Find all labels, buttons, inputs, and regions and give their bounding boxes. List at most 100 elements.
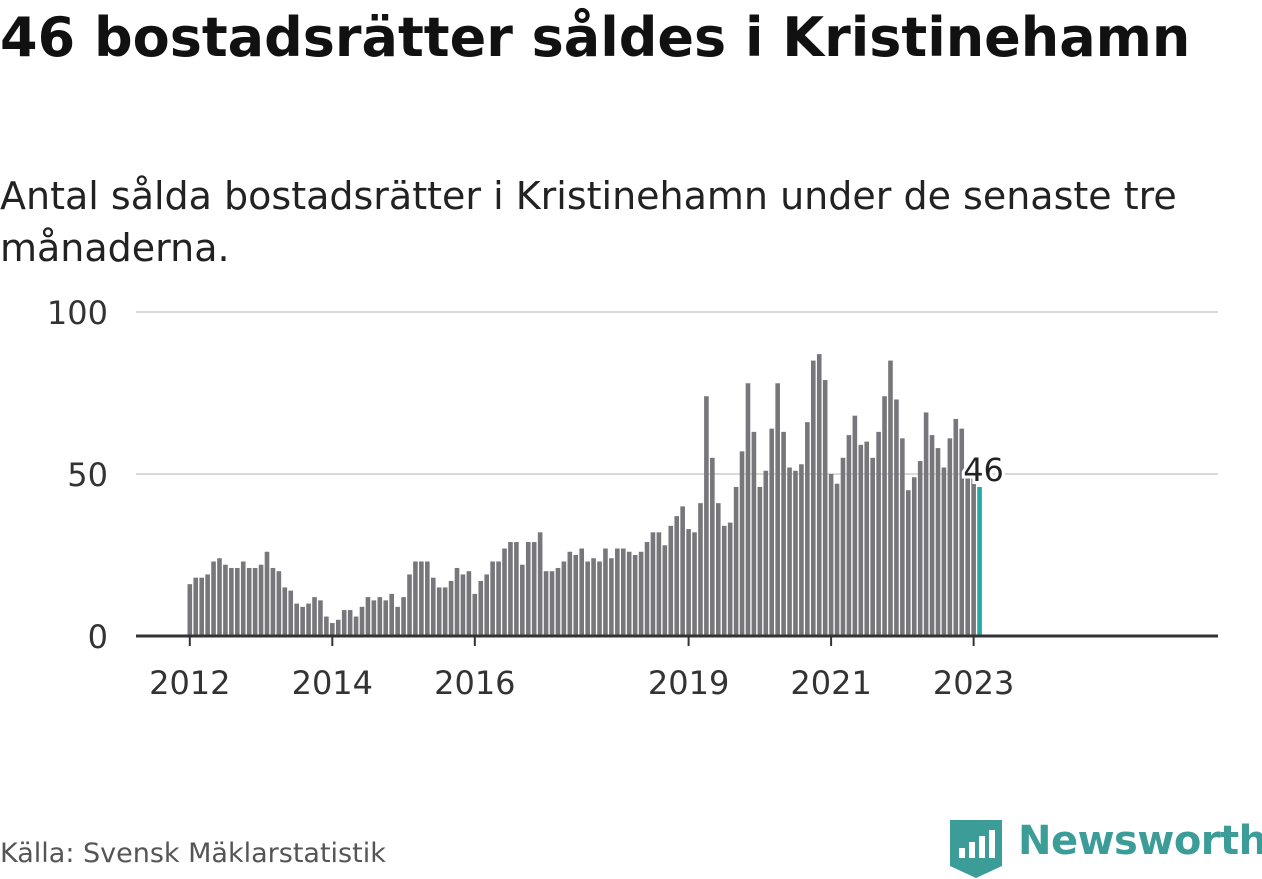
bar bbox=[276, 571, 282, 636]
bar bbox=[929, 435, 935, 636]
bar bbox=[240, 561, 246, 636]
bar bbox=[715, 503, 721, 636]
bar bbox=[615, 548, 620, 636]
bar bbox=[739, 451, 745, 636]
bar bbox=[644, 542, 650, 636]
bar bbox=[680, 506, 685, 636]
bar bbox=[668, 525, 674, 636]
bar bbox=[971, 470, 976, 636]
bar bbox=[258, 564, 264, 636]
bar bbox=[799, 464, 804, 636]
bar bbox=[199, 577, 204, 636]
y-tick-label: 50 bbox=[67, 456, 108, 494]
bar bbox=[769, 428, 775, 636]
bar bbox=[217, 558, 222, 636]
bar bbox=[882, 396, 887, 636]
bar bbox=[959, 428, 965, 636]
x-tick-label: 2019 bbox=[648, 664, 729, 702]
bar bbox=[704, 396, 709, 636]
bar bbox=[537, 532, 543, 636]
x-tick-label: 2014 bbox=[292, 664, 373, 702]
bar-highlight bbox=[977, 486, 982, 636]
bar bbox=[620, 548, 626, 636]
bar bbox=[632, 555, 638, 636]
bar bbox=[300, 606, 305, 636]
bar bbox=[917, 461, 923, 636]
bar bbox=[674, 516, 680, 636]
bar bbox=[235, 567, 240, 636]
bar bbox=[520, 564, 525, 636]
bar bbox=[425, 561, 430, 636]
bar bbox=[347, 610, 353, 636]
bar bbox=[638, 551, 644, 636]
bar bbox=[514, 542, 519, 636]
bar bbox=[371, 600, 377, 636]
bar bbox=[727, 522, 733, 636]
bar bbox=[395, 606, 400, 636]
bar bbox=[763, 470, 769, 636]
chart-subtitle: Antal sålda bostadsrätter i Kristinehamn… bbox=[0, 174, 1177, 270]
bar bbox=[805, 422, 810, 636]
bar bbox=[923, 412, 929, 636]
bar bbox=[401, 597, 406, 636]
bar bbox=[466, 571, 472, 636]
bar bbox=[656, 532, 662, 636]
bar bbox=[953, 418, 959, 636]
bar bbox=[330, 623, 335, 636]
bar bbox=[383, 600, 389, 636]
bar bbox=[686, 529, 691, 636]
bar bbox=[840, 457, 846, 636]
bar bbox=[413, 561, 418, 636]
bar bbox=[306, 603, 311, 636]
bar bbox=[834, 483, 840, 636]
bar bbox=[870, 457, 875, 636]
bar bbox=[377, 597, 383, 636]
bar bbox=[525, 542, 531, 636]
bar bbox=[270, 567, 276, 636]
bar bbox=[555, 567, 561, 636]
bar bbox=[407, 574, 412, 636]
x-tick-label: 2012 bbox=[149, 664, 230, 702]
bar bbox=[187, 584, 193, 636]
bar bbox=[858, 444, 864, 636]
bar bbox=[484, 574, 489, 636]
bar bbox=[312, 597, 317, 636]
bar bbox=[745, 383, 751, 636]
bar bbox=[567, 551, 573, 636]
bar bbox=[965, 467, 970, 636]
bar bbox=[543, 571, 549, 636]
bar bbox=[252, 567, 258, 636]
bar bbox=[436, 587, 442, 636]
x-tick-label: 2016 bbox=[434, 664, 515, 702]
bar bbox=[288, 590, 294, 636]
bar bbox=[508, 542, 513, 636]
bar bbox=[876, 431, 881, 636]
bar bbox=[341, 610, 347, 636]
bar bbox=[365, 597, 371, 636]
bar bbox=[264, 551, 270, 636]
bar bbox=[573, 555, 579, 636]
bar bbox=[828, 474, 834, 636]
bar bbox=[852, 415, 858, 636]
x-tick-label: 2023 bbox=[933, 664, 1014, 702]
bar bbox=[733, 486, 739, 636]
bar bbox=[603, 548, 608, 636]
bar bbox=[490, 561, 495, 636]
bar bbox=[650, 532, 656, 636]
bar bbox=[246, 567, 252, 636]
y-tick-label: 0 bbox=[88, 618, 108, 656]
bar bbox=[698, 503, 703, 636]
bar bbox=[448, 580, 454, 636]
bar bbox=[430, 577, 436, 636]
bar bbox=[223, 564, 228, 636]
brand-newsworthy[interactable]: Newsworthy bbox=[950, 818, 1262, 878]
bar bbox=[810, 360, 816, 636]
bar bbox=[911, 477, 917, 636]
bar bbox=[454, 567, 460, 636]
bar bbox=[906, 490, 911, 636]
bar bbox=[822, 380, 828, 636]
bar bbox=[900, 438, 905, 636]
bar bbox=[229, 567, 234, 636]
bar bbox=[496, 561, 501, 636]
